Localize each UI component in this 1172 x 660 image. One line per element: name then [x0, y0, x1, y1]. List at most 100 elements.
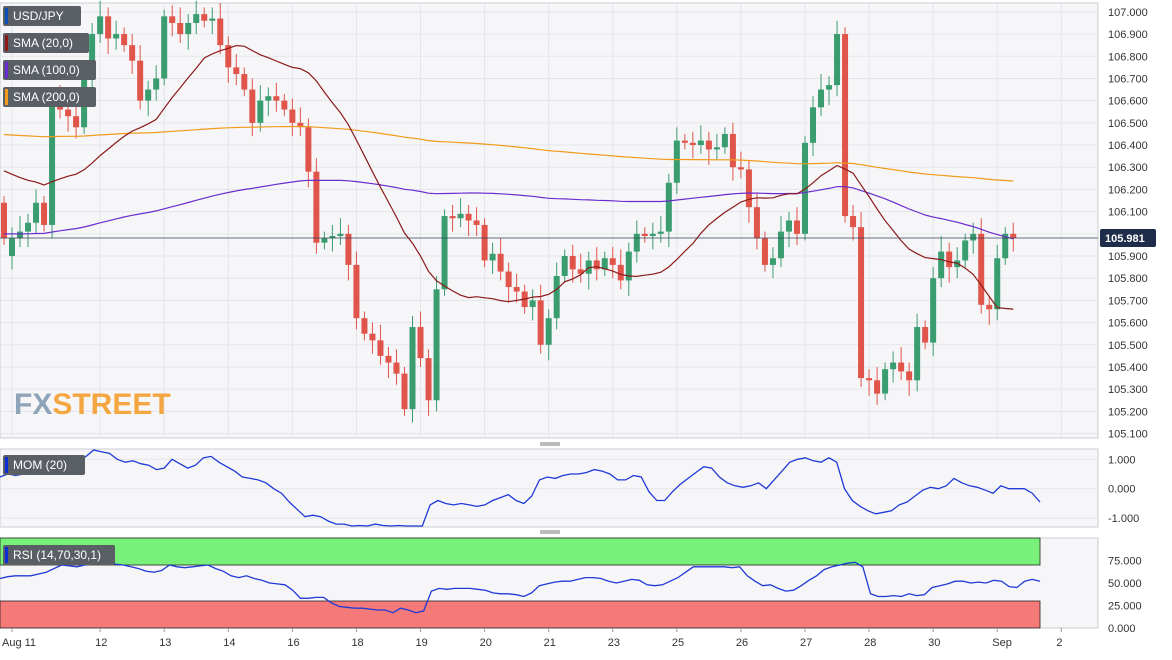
x-tick-label: 25: [672, 637, 684, 649]
mom-line: [0, 449, 1041, 527]
candle-body: [25, 222, 32, 232]
candle-body: [49, 100, 56, 225]
price-y-tick-label: 106.600: [1108, 96, 1148, 108]
candle-body: [777, 231, 784, 259]
x-tick-label: 12: [95, 637, 107, 649]
candle-body: [721, 133, 728, 148]
candle-body: [353, 264, 360, 319]
legend-mom[interactable]: MOM (20): [3, 455, 85, 475]
price-y-tick-label: 105.300: [1108, 384, 1148, 396]
legend-sma-20-swatch: [5, 35, 8, 51]
sma-100-line: [4, 179, 1014, 240]
candle-body: [922, 327, 929, 343]
mom-y-tick-label: 1.000: [1108, 454, 1136, 466]
candle-body: [785, 220, 792, 232]
pane-resize-handle-1[interactable]: [540, 530, 560, 534]
price-y-tick-label: 106.900: [1108, 29, 1148, 41]
legend-sma-100-label: SMA (100,0): [13, 63, 80, 77]
candle-body: [649, 233, 656, 237]
candle-body: [137, 60, 144, 101]
candle-body: [545, 318, 552, 345]
candle-body: [113, 34, 120, 39]
candle-body: [449, 216, 456, 219]
candle-body: [930, 278, 937, 343]
candle-body: [673, 140, 680, 183]
candle-body: [105, 16, 112, 39]
candle-body: [986, 304, 993, 310]
legend-sma-20[interactable]: SMA (20,0): [3, 33, 89, 53]
legend-rsi[interactable]: RSI (14,70,30,1): [3, 545, 115, 565]
candle-body: [305, 127, 312, 172]
candle-body: [441, 216, 448, 290]
rsi-y-tick-label: 25.000: [1108, 601, 1142, 613]
x-tick-label: 2: [1056, 637, 1062, 649]
candle-body: [689, 142, 696, 146]
candle-body: [601, 258, 608, 270]
candle-body: [1, 202, 7, 239]
candle-body: [529, 300, 536, 308]
candle-body: [201, 14, 208, 21]
candle-body: [257, 100, 264, 123]
candle-body: [946, 251, 953, 268]
x-tick-label: 13: [159, 637, 171, 649]
candle-body: [409, 327, 416, 410]
candle-body: [617, 264, 624, 281]
candle-body: [385, 355, 392, 363]
legend-symbol-swatch: [5, 8, 8, 24]
sma-20-line: [3, 44, 1014, 310]
x-tick-label: Sep: [992, 637, 1012, 649]
price-y-tick-label: 105.200: [1108, 406, 1148, 418]
candle-body: [938, 251, 945, 279]
legend-sma-200[interactable]: SMA (200,0): [3, 87, 96, 107]
legend-sma-200-label: SMA (200,0): [13, 90, 80, 104]
candle-body: [273, 96, 280, 101]
candle-body: [890, 362, 897, 370]
candle-body: [761, 238, 768, 265]
candle-body: [233, 67, 240, 75]
candle-body: [337, 233, 344, 237]
candle-body: [177, 22, 184, 35]
candle-body: [121, 34, 128, 46]
watermark-fx: FX: [14, 388, 53, 421]
candle-body: [978, 233, 985, 305]
price-y-tick-label: 106.400: [1108, 140, 1148, 152]
pane-resize-handle-0[interactable]: [540, 442, 560, 446]
x-tick-label: 30: [928, 637, 940, 649]
candle-body: [874, 380, 881, 394]
price-y-tick-label: 106.200: [1108, 184, 1148, 196]
candle-body: [505, 271, 512, 288]
candle-body: [834, 34, 841, 86]
x-tick-label: 28: [864, 637, 876, 649]
candle-body: [1010, 233, 1017, 239]
legend-symbol[interactable]: USD/JPY: [3, 6, 81, 26]
rsi-y-tick-label: 0.000: [1108, 623, 1136, 635]
candle-body: [850, 216, 857, 228]
candle-body: [641, 233, 648, 237]
candle-body: [433, 289, 440, 401]
candle-body: [313, 171, 320, 243]
candle-body: [281, 100, 288, 110]
legend-mom-label: MOM (20): [13, 458, 67, 472]
legend-rsi-label: RSI (14,70,30,1): [13, 548, 102, 562]
candle-body: [842, 34, 849, 217]
candle-body: [153, 78, 160, 90]
price-y-tick-label: 107.000: [1108, 7, 1148, 19]
candle-body: [289, 109, 296, 123]
candle-body: [569, 256, 576, 270]
candle-body: [882, 369, 889, 394]
candle-body: [818, 89, 825, 108]
candle-body: [9, 238, 16, 257]
mom-pane: [0, 448, 1099, 528]
candle-body: [377, 340, 384, 356]
x-tick-label: 16: [287, 637, 299, 649]
candle-body: [866, 378, 873, 381]
legend-rsi-swatch: [5, 547, 8, 563]
candle-body: [209, 18, 216, 21]
candle-body: [697, 140, 704, 146]
candle-body: [745, 169, 752, 208]
price-y-tick-label: 106.800: [1108, 51, 1148, 63]
x-tick-label: 19: [416, 637, 428, 649]
legend-sma-100[interactable]: SMA (100,0): [3, 60, 96, 80]
candle-body: [145, 89, 152, 101]
